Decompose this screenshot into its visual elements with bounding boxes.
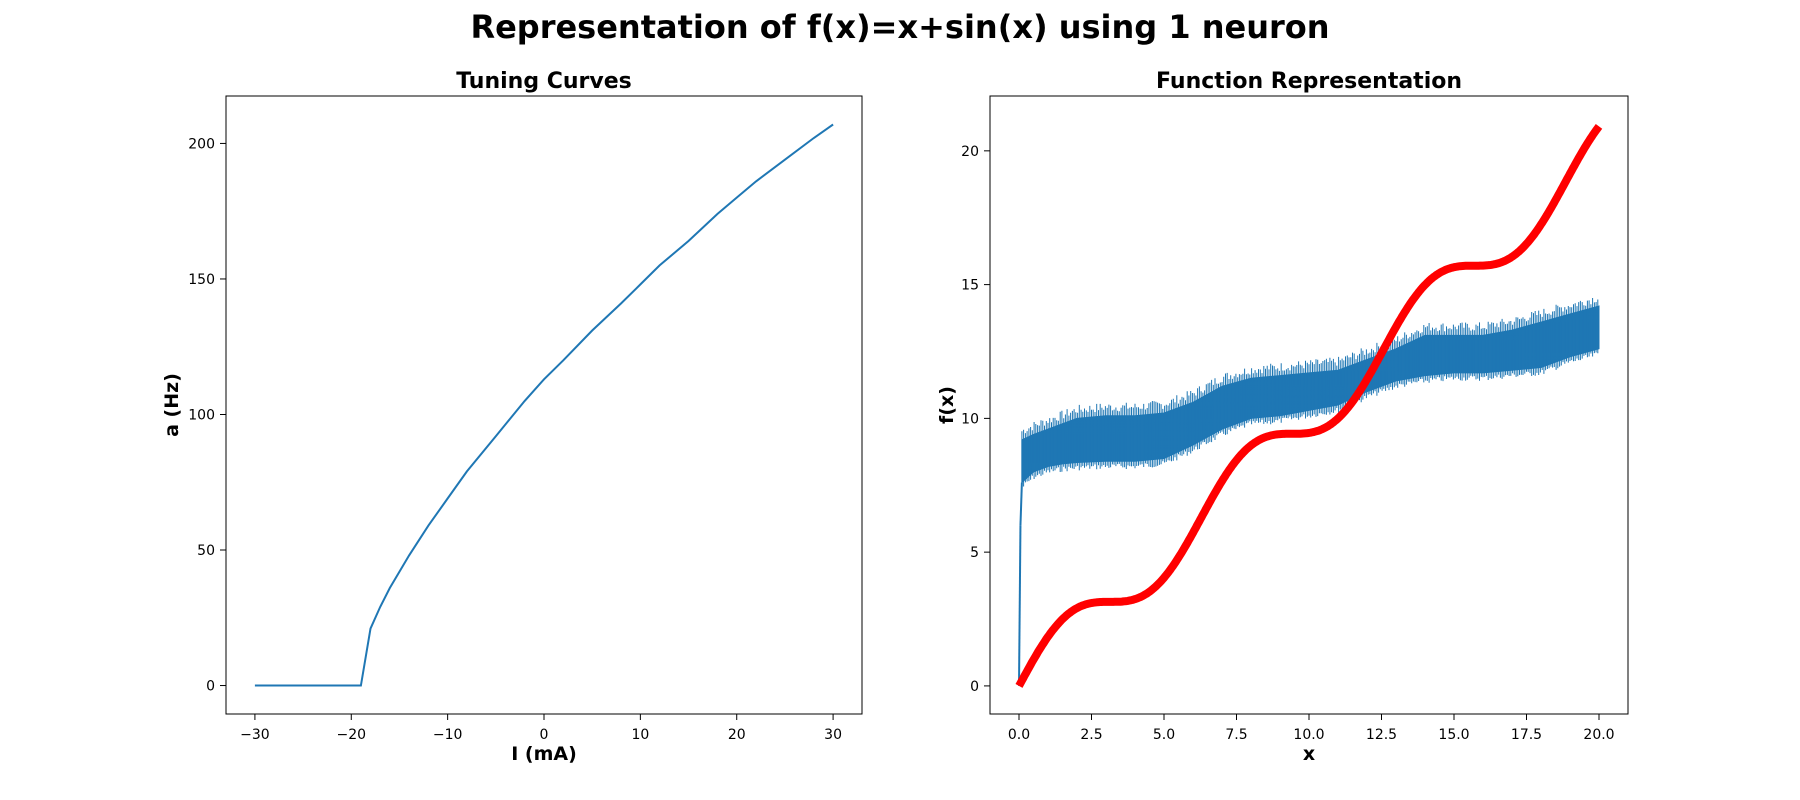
x-tick-label: 20.0 xyxy=(1583,727,1614,743)
x-tick-label: 15.0 xyxy=(1438,727,1469,743)
y-tick-label: 5 xyxy=(970,545,979,561)
x-axis-label: x xyxy=(1303,743,1315,765)
function-representation-chart: Function Representation 0.0 2.5 5.0 7.5 10.0… xyxy=(936,69,1629,765)
chart-title: Function Representation xyxy=(1156,69,1462,94)
x-tick-label: 7.5 xyxy=(1225,727,1247,743)
y-tick-label: 150 xyxy=(188,272,215,288)
x-tick-label: −30 xyxy=(240,727,270,743)
y-tick-label: 10 xyxy=(961,411,979,427)
x-tick-label: 0.0 xyxy=(1008,727,1030,743)
x-axis-label: I (mA) xyxy=(511,743,577,765)
x-tick-label: 5.0 xyxy=(1153,727,1175,743)
decoded-onset-line xyxy=(1018,525,1022,686)
tuning-curves-chart: Tuning Curves −30 −20 −10 0 10 20 30 0 50 100 150 2… xyxy=(161,69,863,765)
x-tick-label: 10.0 xyxy=(1293,727,1324,743)
plot-area xyxy=(225,95,863,715)
y-tick-label: 100 xyxy=(188,407,215,423)
x-tick-label: 0 xyxy=(540,727,549,743)
y-tick-label: 50 xyxy=(197,543,215,559)
x-tick-label: 17.5 xyxy=(1511,727,1542,743)
y-tick-label: 0 xyxy=(970,679,979,695)
figure-title: Representation of f(x)=x+sin(x) using 1 … xyxy=(470,8,1330,46)
decoded-estimate-noise xyxy=(1021,298,1599,488)
tuning-curve-line xyxy=(254,123,834,687)
decoded-onset-line xyxy=(1019,482,1023,526)
axis-ticks: −30 −20 −10 0 10 20 30 0 50 100 150 200 xyxy=(188,136,842,743)
x-tick-label: −20 xyxy=(336,727,366,743)
x-tick-label: 12.5 xyxy=(1366,727,1397,743)
y-axis-label: a (Hz) xyxy=(161,373,183,437)
x-tick-label: 10 xyxy=(631,727,649,743)
x-tick-label: 30 xyxy=(824,727,842,743)
chart-title: Tuning Curves xyxy=(456,69,632,94)
x-tick-label: 20 xyxy=(728,727,746,743)
y-axis-label: f(x) xyxy=(936,386,958,424)
axis-ticks: 0.0 2.5 5.0 7.5 10.0 12.5 15.0 17.5 20.0 0 5 10 15 20 xyxy=(961,144,1614,743)
y-tick-label: 0 xyxy=(206,679,215,695)
y-tick-label: 15 xyxy=(961,278,979,294)
x-tick-label: 2.5 xyxy=(1080,727,1102,743)
y-tick-label: 20 xyxy=(961,144,979,160)
x-tick-label: −10 xyxy=(433,727,463,743)
y-tick-label: 200 xyxy=(188,136,215,152)
series-layer xyxy=(1015,124,1603,688)
series-layer xyxy=(254,123,834,687)
ideal-function-line xyxy=(1015,124,1603,688)
